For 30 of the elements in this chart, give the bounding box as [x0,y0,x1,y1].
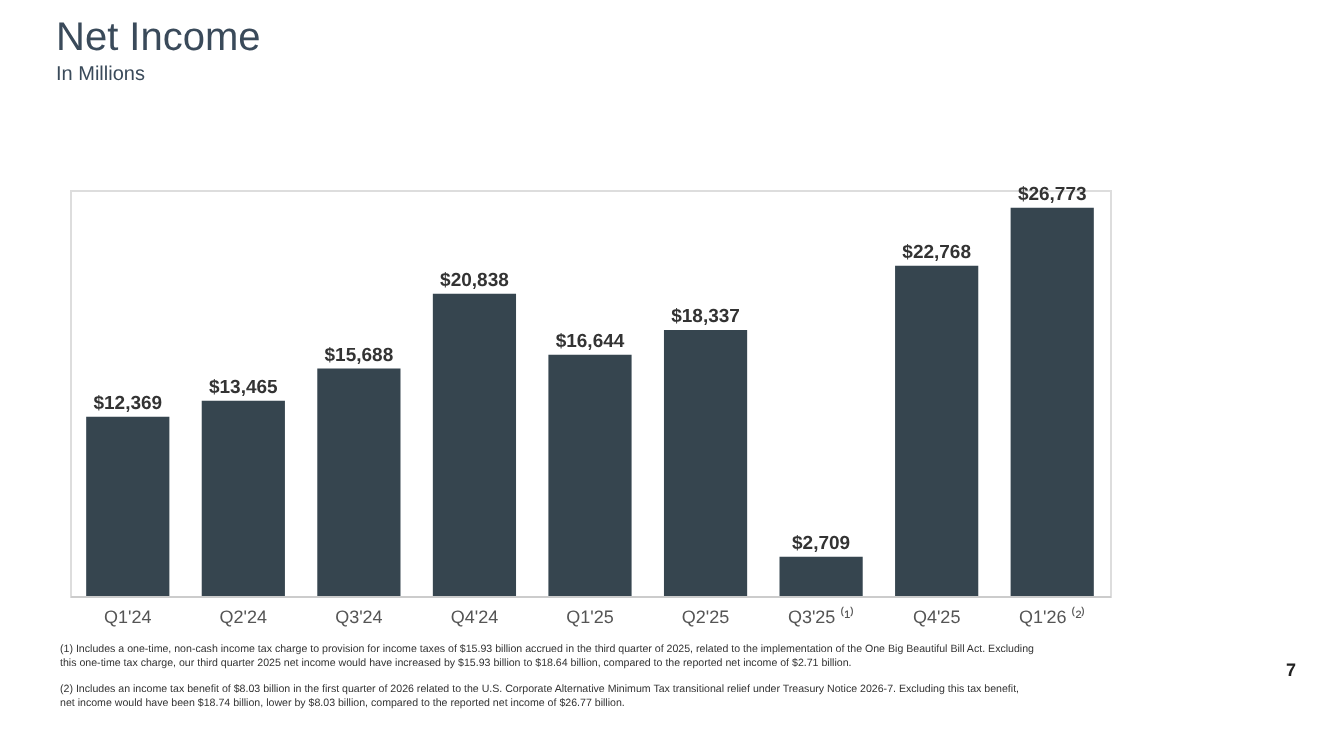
data-label: $26,773 [1017,183,1087,206]
data-label: $16,644 [555,330,626,353]
chart-title: Net Income [56,15,261,60]
bar [317,368,401,596]
data-label: $18,337 [671,306,740,329]
x-tick-label: Q1'25 [566,607,614,627]
bar [86,416,170,596]
x-tick-label: Q2'25 [681,607,730,627]
text: 7 [1285,660,1296,680]
bar [548,354,632,596]
x-tick-label: Q1'26 ⁽²⁾ [1018,605,1086,627]
bar [1010,207,1094,596]
bar [201,400,285,596]
x-tick-label: Q2'24 [219,607,268,627]
bar [432,293,517,596]
data-label: $13,465 [208,376,280,399]
data-label: $2,709 [792,532,851,555]
bar [779,556,863,596]
bar [895,265,979,596]
x-tick-label: Q3'24 [335,607,383,627]
data-label: $15,688 [324,344,394,367]
data-label: $12,369 [93,392,163,415]
data-label: $22,768 [902,241,972,264]
chart-subtitle: In Millions [56,63,145,86]
data-label: $20,838 [440,269,509,292]
bar [663,330,748,596]
x-tick-label: Q4'24 [450,607,499,627]
x-tick-label: Q3'25 ⁽¹⁾ [787,605,855,627]
x-tick-label: Q4'25 [912,607,961,627]
x-tick-label: Q1'24 [104,607,152,627]
